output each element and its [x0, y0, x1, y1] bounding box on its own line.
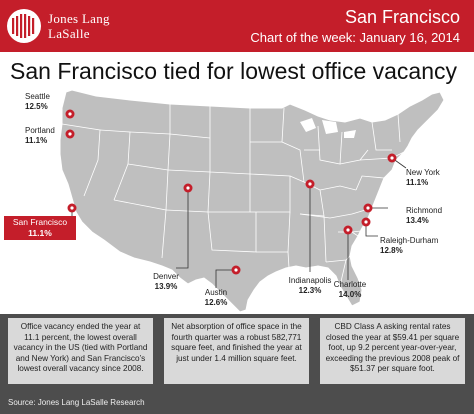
brand-line-2: LaSalle [48, 26, 90, 41]
note-vacancy: Office vacancy ended the year at 11.1 pe… [8, 318, 153, 384]
marker-denver [183, 183, 193, 193]
label-san-francisco-value: 11.1% [28, 228, 52, 238]
label-san-francisco: San Francisco 11.1% [4, 216, 76, 240]
header-banner: Jones Lang LaSalle San Francisco Chart o… [0, 0, 474, 52]
marker-indianapolis [305, 179, 315, 189]
label-san-francisco-name: San Francisco [12, 217, 68, 227]
label-richmond-value: 13.4% [406, 216, 429, 225]
city-markers [65, 109, 397, 275]
label-raleigh-durham-value: 12.8% [380, 246, 403, 255]
label-richmond: Richmond 13.4% [406, 206, 442, 226]
marker-portland [65, 129, 75, 139]
label-raleigh-durham: Raleigh-Durham 12.8% [380, 236, 438, 256]
note-rental-rates: CBD Class A asking rental rates closed t… [320, 318, 465, 384]
label-seattle-name: Seattle [25, 92, 50, 101]
label-new-york: New York 11.1% [406, 168, 440, 188]
leader-raleigh [365, 222, 378, 237]
great-lakes [300, 118, 356, 138]
brand-name: Jones Lang LaSalle [48, 11, 110, 41]
label-austin-value: 12.6% [204, 298, 228, 307]
note-absorption: Net absorption of office space in the fo… [164, 318, 309, 384]
brand-line-1: Jones Lang [48, 11, 110, 26]
label-austin-name: Austin [204, 288, 228, 297]
header-subtitle: Chart of the week: January 16, 2014 [250, 30, 460, 45]
label-denver: Denver 13.9% [148, 272, 184, 292]
label-portland-value: 11.1% [25, 136, 48, 145]
label-new-york-value: 11.1% [406, 178, 429, 187]
label-charlotte-value: 14.0% [338, 290, 362, 299]
label-denver-value: 13.9% [154, 282, 178, 291]
label-seattle: Seattle 12.5% [25, 92, 50, 112]
leader-austin [215, 269, 236, 288]
brand-logo-icon [7, 9, 41, 43]
label-raleigh-durham-name: Raleigh-Durham [380, 236, 439, 245]
label-indianapolis-name: Indianapolis [288, 276, 332, 285]
header-title: San Francisco [344, 7, 460, 27]
source-note: Source: Jones Lang LaSalle Research [8, 398, 145, 407]
label-indianapolis: Indianapolis 12.3% [278, 276, 342, 296]
label-charlotte-name: Charlotte [333, 280, 367, 289]
marker-san-francisco [67, 203, 77, 213]
label-denver-name: Denver [153, 272, 179, 281]
marker-austin [231, 265, 241, 275]
label-austin: Austin 12.6% [200, 288, 232, 308]
marker-new-york [387, 153, 397, 163]
label-seattle-value: 12.5% [25, 102, 48, 111]
label-portland: Portland 11.1% [25, 126, 55, 146]
marker-raleigh-durham [361, 217, 371, 227]
label-richmond-name: Richmond [406, 206, 443, 215]
label-new-york-name: New York [406, 168, 440, 177]
label-indianapolis-value: 12.3% [298, 286, 322, 295]
marker-seattle [65, 109, 75, 119]
leader-denver [176, 188, 189, 269]
marker-charlotte [343, 225, 353, 235]
marker-richmond [363, 203, 373, 213]
label-charlotte: Charlotte 14.0% [328, 280, 372, 300]
page-headline: San Francisco tied for lowest office vac… [10, 58, 458, 84]
label-portland-name: Portland [25, 126, 55, 135]
